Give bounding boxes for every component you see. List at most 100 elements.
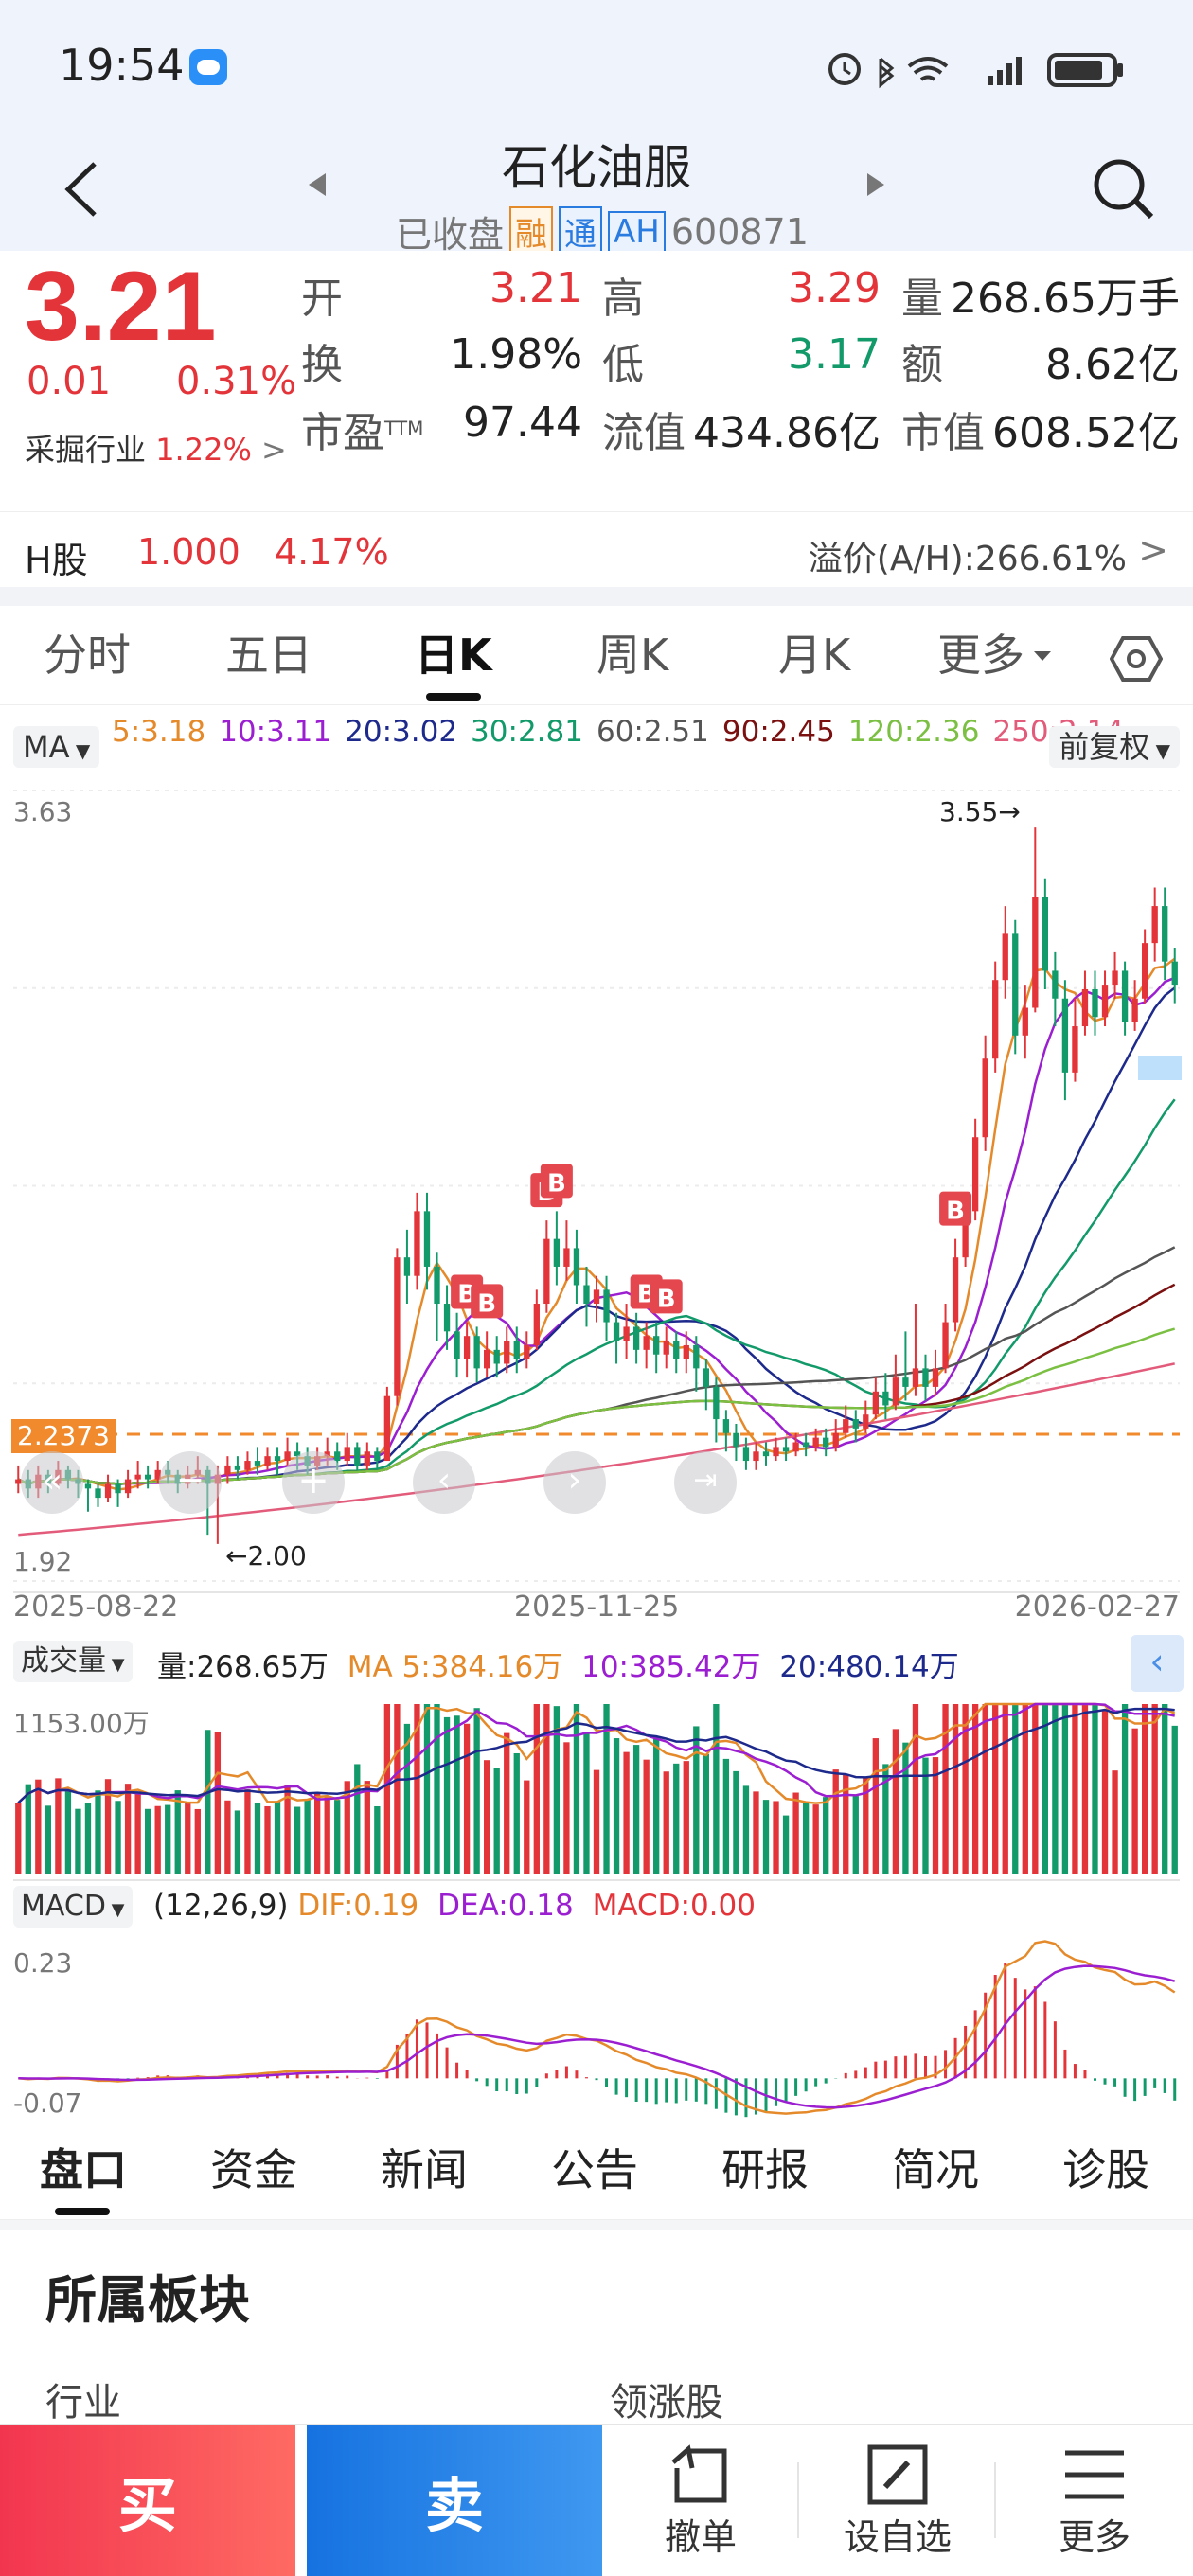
volume-bar xyxy=(722,1758,730,1874)
volume-bar xyxy=(603,1704,610,1874)
scroll-to-start-icon[interactable]: « xyxy=(21,1451,83,1514)
zoom-in-icon[interactable]: + xyxy=(282,1451,345,1514)
candle-body xyxy=(912,1368,919,1387)
quote-field-value: 268.65万手 xyxy=(951,275,1180,323)
candle-body xyxy=(792,1442,799,1452)
next-stock-icon[interactable] xyxy=(862,166,890,204)
back-arrow-icon[interactable] xyxy=(57,156,104,222)
h-share-row[interactable]: H股 1.000 4.17% 溢价(A/H):266.61% > xyxy=(0,511,1193,587)
tab-five-day[interactable]: 五日 xyxy=(225,630,312,681)
tab-weekly-k[interactable]: 周K xyxy=(596,630,669,681)
volume-bar xyxy=(1171,1725,1178,1874)
industry-link[interactable]: 采掘行业 1.22% > xyxy=(25,426,287,470)
ma-legend-item: 30:2.81 xyxy=(471,715,583,749)
add-watchlist-button[interactable]: 设自选 xyxy=(799,2425,996,2576)
adjust-selector[interactable]: 前复权 ▼ xyxy=(1049,726,1180,768)
volume-bar xyxy=(1022,1704,1028,1874)
volume-bar xyxy=(742,1785,750,1874)
section-divider xyxy=(0,2220,1193,2230)
prev-stock-icon[interactable] xyxy=(303,166,331,204)
tab-monthly-k[interactable]: 月K xyxy=(778,630,851,681)
buy-button[interactable]: 买 xyxy=(0,2425,295,2576)
volume-bar xyxy=(573,1704,580,1874)
candle-body xyxy=(553,1238,561,1267)
tab-diagnosis[interactable]: 诊股 xyxy=(1062,2144,1149,2195)
candle-body xyxy=(753,1451,759,1462)
tab-more[interactable]: 更多 xyxy=(937,630,1024,681)
candle-body xyxy=(513,1341,520,1359)
tab-profile[interactable]: 简况 xyxy=(892,2144,979,2195)
candle-body xyxy=(1002,933,1008,981)
alarm-icon xyxy=(828,53,861,85)
quote-field-label: 市盈TTM xyxy=(301,409,424,457)
candle-body xyxy=(1151,906,1158,944)
candle-body xyxy=(593,1289,600,1305)
volume-bar xyxy=(762,1800,770,1874)
candle-body xyxy=(1112,970,1118,986)
zoom-out-icon[interactable]: − xyxy=(159,1451,222,1514)
candle-body xyxy=(922,1368,929,1387)
candle-body xyxy=(144,1474,151,1480)
volume-bar xyxy=(224,1800,231,1874)
candle-body xyxy=(1081,988,1089,1027)
candle-body xyxy=(254,1461,261,1466)
tab-capital[interactable]: 资金 xyxy=(210,2144,297,2195)
volume-bar xyxy=(15,1803,22,1874)
candle-body xyxy=(1171,961,1178,986)
volume-bar xyxy=(872,1738,879,1874)
volume-bar xyxy=(403,1723,411,1874)
sell-button[interactable]: 卖 xyxy=(307,2425,602,2576)
volume-ma20-line xyxy=(17,1707,1175,1804)
scroll-left-icon[interactable]: ‹ xyxy=(413,1451,475,1514)
volume-bar xyxy=(753,1791,759,1874)
tab-news[interactable]: 新闻 xyxy=(381,2144,468,2195)
volume-bar xyxy=(254,1803,261,1874)
macd-selector[interactable]: MACD ▼ xyxy=(13,1886,133,1928)
tab-daily-k[interactable]: 日K xyxy=(415,630,492,681)
volume-bar xyxy=(484,1760,490,1874)
candle-body xyxy=(284,1451,291,1462)
settings-hexagon-icon[interactable] xyxy=(1110,632,1163,685)
cancel-order-button[interactable]: 撤单 xyxy=(602,2425,799,2576)
tab-intraday[interactable]: 分时 xyxy=(44,630,131,681)
chart-area[interactable]: BBBBBBB MA ▼ 5:3.1810:3.1120:3.0230:2.81… xyxy=(0,705,1193,2121)
more-button[interactable]: 更多 xyxy=(996,2425,1193,2576)
add-watchlist-label: 设自选 xyxy=(843,2515,952,2558)
candle-body xyxy=(782,1447,790,1452)
kline-chart[interactable]: BBBBBBB xyxy=(0,705,1193,2121)
ma-selector[interactable]: MA ▼ xyxy=(13,726,100,768)
tab-research[interactable]: 研报 xyxy=(721,2144,809,2195)
search-icon[interactable] xyxy=(1091,156,1157,222)
candle-body xyxy=(1052,970,1059,999)
candle-body xyxy=(264,1456,271,1466)
volume-bar xyxy=(882,1764,889,1874)
status-time: 19:54 xyxy=(59,40,185,91)
volume-bar xyxy=(1121,1704,1129,1874)
candle-body xyxy=(1032,897,1039,1008)
volume-bar xyxy=(1002,1704,1008,1874)
volume-bar xyxy=(364,1781,370,1874)
ma-legend-item: 120:2.36 xyxy=(847,715,980,749)
volume-bar xyxy=(852,1796,859,1874)
volume-bar xyxy=(982,1704,988,1874)
volume-bar xyxy=(643,1759,650,1874)
date-mid-label: 2025-11-25 xyxy=(514,1590,680,1624)
volume-selector-label: 成交量 xyxy=(21,1644,106,1678)
tab-announcements[interactable]: 公告 xyxy=(551,2144,638,2195)
scroll-right-icon[interactable]: › xyxy=(543,1451,606,1514)
candle-body xyxy=(1141,943,1148,999)
macd-y-bottom-label: -0.07 xyxy=(13,2087,82,2119)
info-tabs: 盘口 资金 新闻 公告 研报 简况 诊股 xyxy=(0,2121,1193,2220)
scroll-to-end-icon[interactable]: ⇥ xyxy=(674,1451,737,1514)
macd-legend: (12,26,9) DIF:0.19 DEA:0.18 MACD:0.00 xyxy=(153,1889,756,1923)
candle-body xyxy=(334,1451,341,1462)
period-high-label: 3.55→ xyxy=(939,796,1021,827)
volume-bar xyxy=(214,1732,222,1874)
volume-selector[interactable]: 成交量 ▼ xyxy=(13,1641,133,1682)
collapse-panel-icon[interactable]: ‹ xyxy=(1131,1635,1184,1692)
ma-legend-item: 60:2.51 xyxy=(596,715,709,749)
caret-down-icon: ▼ xyxy=(105,1900,125,1920)
volume-bar xyxy=(1131,1728,1138,1874)
tab-orderbook[interactable]: 盘口 xyxy=(40,2144,127,2195)
volume-bar xyxy=(454,1715,460,1874)
